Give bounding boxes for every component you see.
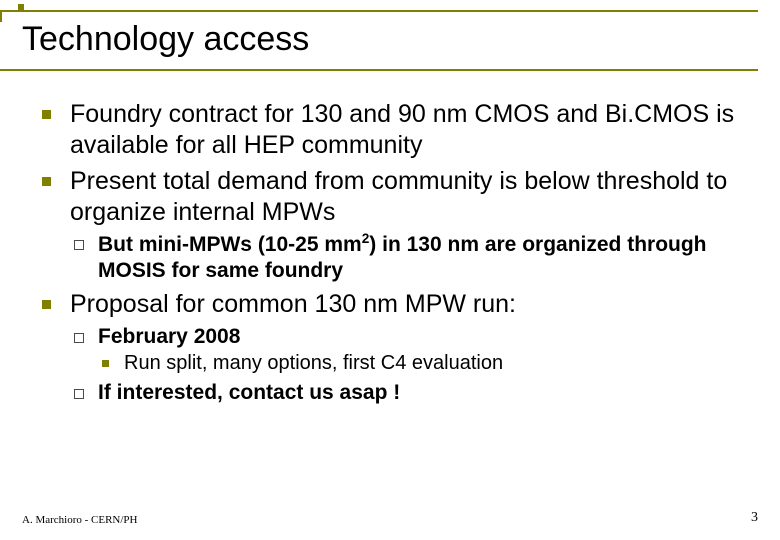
bullet-1: Foundry contract for 130 and 90 nm CMOS …: [40, 99, 758, 160]
bullet-2a: But mini-MPWs (10-25 mm2) in 130 nm are …: [70, 231, 758, 283]
bullet-2a-pre: But mini-MPWs (10-25 mm: [98, 233, 362, 256]
bullet-2-text: Present total demand from community is b…: [70, 167, 727, 226]
bullet-list: Foundry contract for 130 and 90 nm CMOS …: [40, 99, 758, 406]
slide-title: Technology access: [22, 20, 758, 59]
slide: Technology access Foundry contract for 1…: [0, 0, 780, 540]
bullet-3: Proposal for common 130 nm MPW run: Febr…: [40, 289, 758, 406]
bullet-3-text: Proposal for common 130 nm MPW run:: [70, 290, 516, 318]
bullet-3a-text: February 2008: [98, 325, 240, 348]
bullet-3b: If interested, contact us asap !: [70, 380, 758, 406]
footer-author: A. Marchioro - CERN/PH: [22, 514, 138, 526]
title-container: Technology access: [22, 10, 758, 71]
bullet-2-sublist: But mini-MPWs (10-25 mm2) in 130 nm are …: [70, 231, 758, 283]
page-number: 3: [751, 510, 758, 526]
bullet-3-sublist: February 2008 Run split, many options, f…: [70, 324, 758, 406]
bullet-3a: February 2008 Run split, many options, f…: [70, 324, 758, 377]
bullet-2: Present total demand from community is b…: [40, 166, 758, 283]
bullet-3a1: Run split, many options, first C4 evalua…: [98, 351, 758, 376]
title-corner-tick: [0, 10, 2, 22]
bullet-3a-sublist: Run split, many options, first C4 evalua…: [98, 351, 758, 376]
slide-body: Foundry contract for 130 and 90 nm CMOS …: [22, 99, 758, 406]
